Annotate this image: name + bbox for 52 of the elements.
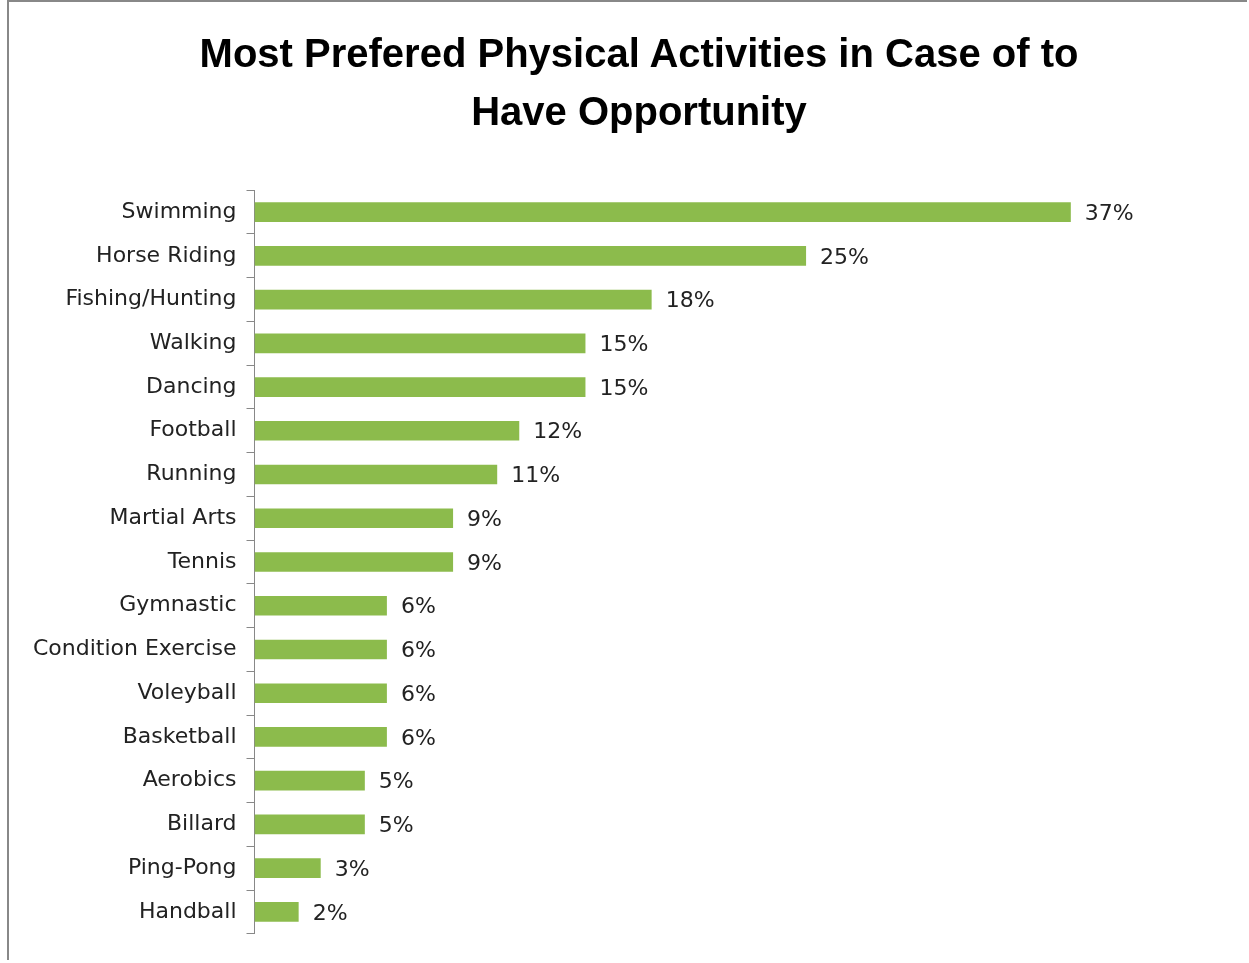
y-tick-label: Football [149, 416, 237, 442]
y-tick-label: Swimming [121, 197, 237, 223]
data-label: 25% [820, 243, 869, 269]
bar [254, 464, 498, 485]
chart-title: Most Prefered Physical Activities in Case of to Have Opportunity [198, 30, 1080, 135]
data-label: 5% [378, 768, 414, 794]
bar [254, 639, 387, 660]
bar [254, 902, 299, 922]
y-tick-label: Condition Exercise [32, 635, 237, 661]
data-label: 2% [312, 899, 348, 925]
y-tick-label: Fishing/Hunting [65, 285, 237, 311]
bar [254, 683, 387, 704]
data-label: 9% [467, 505, 502, 531]
bar [254, 289, 652, 310]
y-tick-label: Gymnastic [119, 591, 237, 617]
bar [254, 595, 387, 616]
y-tick-label: Billard [166, 810, 237, 836]
bar [254, 377, 586, 397]
data-label: 9% [467, 549, 502, 575]
bar [254, 727, 387, 747]
data-label: 6% [400, 680, 436, 706]
y-tick-label: Tennis [166, 547, 237, 573]
data-label: 12% [533, 418, 583, 444]
y-tick-label: Handball [138, 897, 237, 923]
y-tick-label: Horse Riding [96, 241, 237, 267]
bar [254, 770, 365, 791]
bar [254, 420, 520, 441]
bar [254, 858, 321, 879]
bar [254, 333, 586, 354]
bar [254, 814, 365, 835]
y-tick-label: Dancing [146, 372, 237, 398]
data-label: 15% [599, 331, 649, 357]
data-label: 6% [400, 724, 436, 750]
y-tick-label: Aerobics [142, 766, 237, 792]
data-label: 18% [665, 287, 715, 313]
data-label: 37% [1084, 199, 1134, 225]
y-tick-label: Voleyball [137, 678, 237, 704]
data-label: 3% [334, 855, 370, 881]
bar [254, 508, 454, 529]
data-label: 6% [400, 593, 436, 619]
data-label: 11% [511, 462, 561, 488]
bar [254, 202, 1071, 222]
data-label: 15% [599, 374, 649, 400]
data-label: 6% [400, 637, 436, 663]
y-tick-label: Martial Arts [109, 503, 237, 529]
y-tick-label: Basketball [122, 722, 237, 748]
y-tick-label: Running [146, 460, 237, 486]
data-label: 5% [378, 812, 414, 838]
bar [254, 245, 807, 266]
y-tick-label: Walking [149, 329, 237, 355]
bar [254, 552, 454, 572]
y-tick-label: Ping-Pong [127, 853, 237, 879]
